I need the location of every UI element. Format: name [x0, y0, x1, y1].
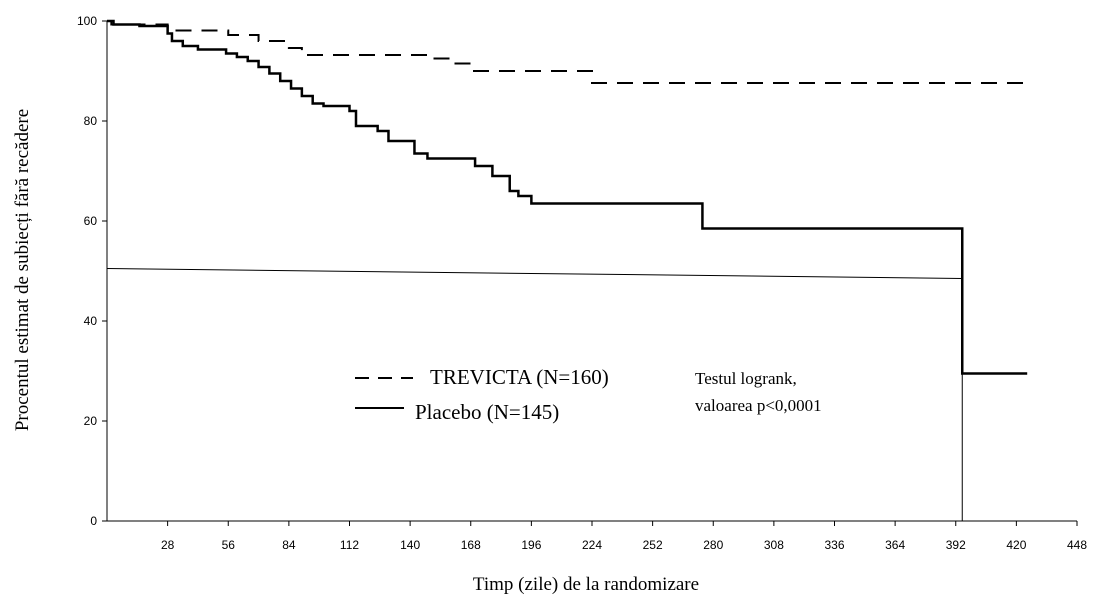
- x-tick-label: 196: [521, 538, 541, 552]
- x-tick-label: 364: [885, 538, 905, 552]
- x-tick-label: 448: [1067, 538, 1087, 552]
- logrank-annotation: Testul logrank, valoarea p<0,0001: [695, 369, 822, 415]
- y-axis-ticks: 0 20 40 60 80 100: [77, 14, 107, 528]
- x-tick-label: 392: [946, 538, 966, 552]
- y-tick-label: 40: [84, 314, 98, 328]
- x-tick-label: 28: [161, 538, 175, 552]
- y-tick-label: 80: [84, 114, 98, 128]
- legend: TREVICTA (N=160) Placebo (N=145): [355, 365, 609, 424]
- x-tick-label: 252: [643, 538, 663, 552]
- x-tick-label: 224: [582, 538, 602, 552]
- x-tick-label: 420: [1006, 538, 1026, 552]
- x-tick-label: 336: [824, 538, 844, 552]
- x-tick-label: 112: [340, 538, 359, 552]
- x-axis-title: Timp (zile) de la randomizare: [473, 574, 699, 595]
- x-tick-label: 140: [400, 538, 420, 552]
- annotation-line-2: valoarea p<0,0001: [695, 396, 822, 415]
- x-tick-label: 56: [222, 538, 236, 552]
- series-line-placebo: [107, 19, 1028, 375]
- y-tick-label: 20: [84, 414, 98, 428]
- y-tick-label: 100: [77, 14, 97, 28]
- x-tick-label: 280: [703, 538, 723, 552]
- y-tick-label: 60: [84, 214, 98, 228]
- series-lines: [107, 19, 1028, 375]
- series-line-trevicta: [107, 20, 1028, 84]
- annotation-line-1: Testul logrank,: [695, 369, 797, 388]
- x-axis-ticks: 28 56 84 112 140 168 196 224 252 280 308 336 364 392 4…: [161, 521, 1087, 552]
- y-tick-label: 0: [90, 514, 97, 528]
- legend-label-trevicta: TREVICTA (N=160): [430, 365, 609, 389]
- x-tick-label: 84: [282, 538, 296, 552]
- x-tick-label: 308: [764, 538, 784, 552]
- x-tick-label: 168: [461, 538, 481, 552]
- legend-label-placebo: Placebo (N=145): [415, 400, 559, 424]
- axes: [106, 21, 1077, 522]
- y-axis-title: Procentul estimat de subiecți fără recăd…: [12, 109, 33, 431]
- reference-line: [106, 268, 963, 279]
